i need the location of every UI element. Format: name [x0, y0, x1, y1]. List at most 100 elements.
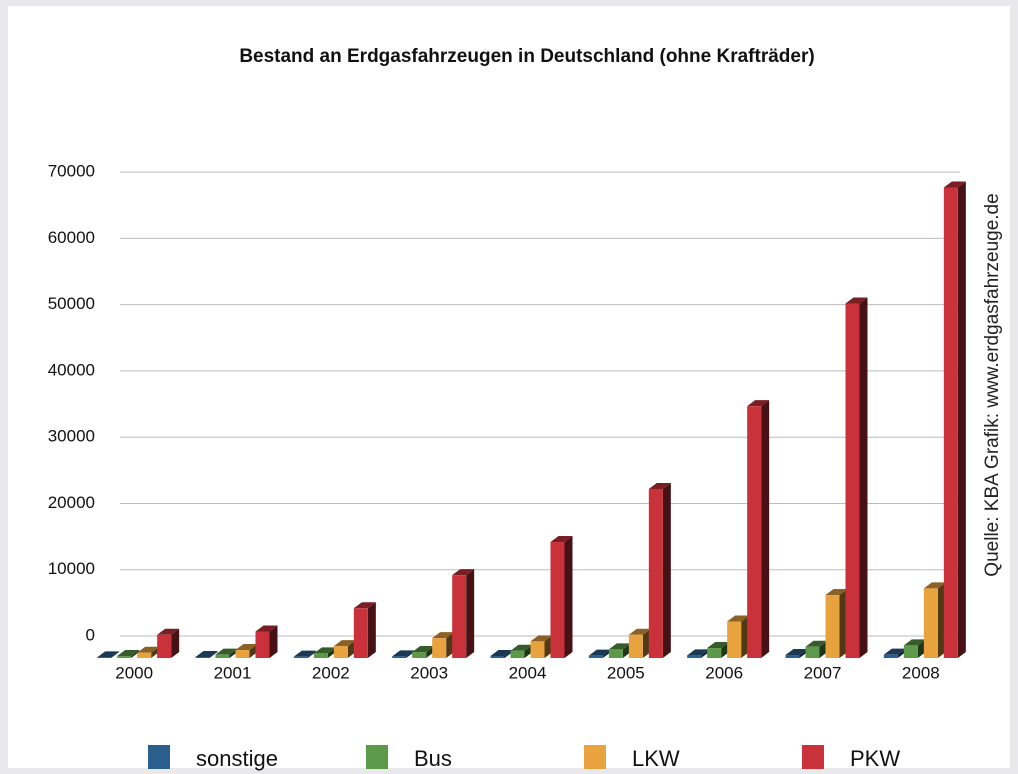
bar-top — [235, 644, 258, 651]
bar — [687, 655, 702, 658]
bar-top — [412, 646, 435, 653]
y-tick-label: 60000 — [48, 228, 95, 247]
bar — [845, 303, 860, 658]
bar — [293, 656, 308, 658]
bar-top — [137, 646, 160, 653]
bar — [805, 646, 820, 658]
legend-swatch — [584, 745, 606, 769]
x-tick-label: 2007 — [804, 663, 842, 682]
bar-top — [392, 650, 415, 657]
y-tick-label: 50000 — [48, 294, 95, 313]
bar-top — [293, 650, 316, 657]
bar — [353, 608, 368, 658]
bar-top — [903, 639, 926, 646]
legend-swatch — [802, 745, 824, 769]
x-tick-label: 2004 — [509, 663, 547, 682]
bar-top — [687, 649, 710, 656]
bar-top — [353, 602, 376, 609]
bar-side — [662, 483, 671, 658]
bar-top — [648, 483, 671, 490]
bar-top — [845, 297, 868, 304]
y-tick-label: 10000 — [48, 559, 95, 578]
bar — [255, 631, 270, 658]
bar — [510, 650, 525, 658]
bar-top — [785, 649, 808, 656]
bar-top — [313, 647, 336, 654]
bar-top — [490, 650, 513, 657]
bar — [747, 406, 762, 658]
bar-side — [171, 628, 180, 658]
bar — [923, 588, 938, 658]
x-tick-label: 2006 — [705, 663, 743, 682]
bar-side — [131, 650, 140, 658]
bar-top — [805, 640, 828, 647]
bar — [392, 656, 407, 658]
bar-top — [195, 651, 218, 658]
bar — [97, 657, 112, 658]
x-tick-label: 2002 — [312, 663, 350, 682]
legend-label: LKW — [632, 746, 680, 771]
bar — [452, 575, 467, 658]
bar-top — [117, 650, 140, 657]
bar-top — [825, 589, 848, 596]
bar-top — [452, 569, 475, 576]
bar-top — [255, 625, 278, 632]
bar — [117, 656, 132, 658]
bar — [943, 187, 958, 659]
legend-label: sonstige — [196, 746, 278, 771]
bar-top — [432, 632, 455, 639]
bar — [550, 542, 565, 658]
bar — [883, 654, 898, 658]
bar-top — [157, 628, 180, 635]
bar-top — [923, 582, 946, 589]
bar-side — [367, 602, 376, 658]
bar — [903, 645, 918, 658]
y-tick-label: 20000 — [48, 493, 95, 512]
legend-label: PKW — [850, 746, 900, 771]
bar — [137, 652, 152, 658]
bar — [707, 648, 722, 658]
bar — [412, 652, 427, 658]
bar — [157, 634, 172, 658]
chart-title: Bestand an Erdgasfahrzeugen in Deutschla… — [239, 46, 814, 67]
bar-top — [530, 635, 553, 642]
legend-swatch — [366, 745, 388, 769]
y-tick-label: 30000 — [48, 427, 95, 446]
bar-top — [333, 640, 356, 647]
x-tick-label: 2001 — [214, 663, 252, 682]
bar-top — [943, 181, 966, 188]
x-tick-label: 2003 — [410, 663, 448, 682]
bar-top — [588, 649, 611, 656]
bar-top — [550, 536, 573, 543]
bar-top — [97, 651, 120, 658]
bar-side — [111, 651, 120, 658]
source-note: Quelle: KBA Grafik: www.erdgasfahrzeuge.… — [982, 193, 1003, 576]
bar — [215, 654, 230, 658]
bar-top — [727, 615, 750, 622]
y-tick-label: 70000 — [48, 162, 95, 181]
bar — [825, 595, 840, 658]
bar — [530, 641, 545, 658]
y-tick-label: 40000 — [48, 360, 95, 379]
bar-top — [628, 628, 651, 635]
bar-top — [883, 648, 906, 655]
bar — [313, 653, 328, 658]
legend-swatch — [148, 745, 170, 769]
bar-side — [269, 625, 278, 658]
bar — [195, 657, 210, 658]
bar-side — [466, 569, 475, 658]
bar — [608, 649, 623, 658]
bar-top — [510, 644, 533, 651]
bar — [490, 656, 505, 658]
bar-top — [215, 648, 238, 655]
bar-side — [564, 536, 573, 658]
bar-side — [307, 650, 316, 658]
bar-side — [761, 400, 770, 658]
bar — [588, 655, 603, 658]
bar-top — [707, 642, 730, 649]
bar — [727, 621, 742, 658]
legend-label: Bus — [414, 746, 452, 771]
bar-top — [747, 400, 770, 407]
bar — [648, 489, 663, 658]
